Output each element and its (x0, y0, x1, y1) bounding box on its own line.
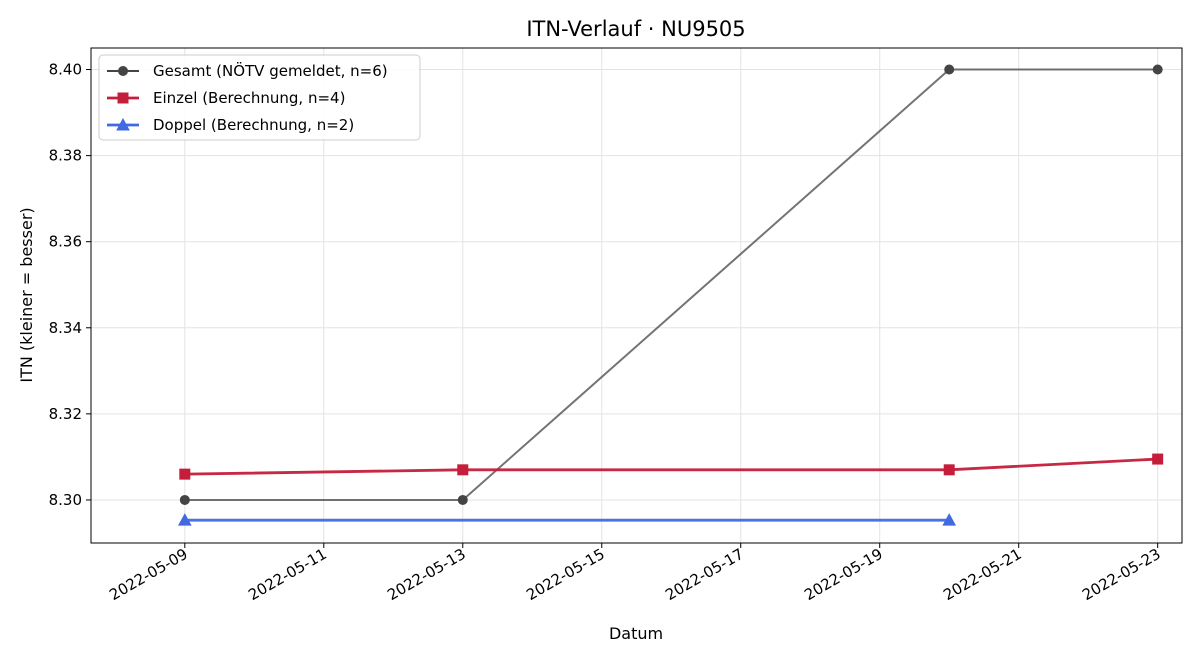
y-tick-label: 8.32 (49, 405, 82, 423)
legend-item: Gesamt (NÖTV gemeldet, n=6) (107, 61, 388, 80)
legend-item: Doppel (Berechnung, n=2) (107, 116, 354, 134)
x-tick-label: 2022-05-21 (940, 545, 1025, 604)
data-point (457, 464, 469, 476)
legend-label: Doppel (Berechnung, n=2) (153, 116, 354, 134)
y-tick-label: 8.30 (49, 491, 82, 509)
data-point (179, 494, 190, 505)
data-point (943, 464, 955, 476)
x-tick-label: 2022-05-11 (245, 545, 330, 604)
data-point (944, 64, 955, 75)
legend: Gesamt (NÖTV gemeldet, n=6) Einzel (Berec… (98, 54, 421, 141)
y-axis-label: ITN (kleiner = besser) (17, 207, 36, 382)
legend-label: Gesamt (NÖTV gemeldet, n=6) (153, 61, 388, 80)
legend-swatch-marker (116, 117, 130, 131)
legend-label: Einzel (Berechnung, n=4) (153, 89, 345, 107)
x-tick-label: 2022-05-09 (106, 545, 191, 604)
data-point (1152, 64, 1163, 75)
legend-swatch-marker (117, 92, 129, 104)
series-square (179, 453, 1164, 480)
y-tick-label: 8.38 (49, 147, 82, 165)
legend-swatch-marker (118, 66, 128, 76)
data-point (179, 468, 191, 480)
x-tick-label: 2022-05-19 (801, 545, 886, 604)
legend-box (98, 54, 421, 141)
series-line (184, 457, 1158, 476)
series-triangle (177, 513, 957, 526)
data-point (1152, 453, 1164, 465)
chart-title: ITN-Verlauf · NU9505 (526, 17, 745, 41)
x-tick-label: 2022-05-23 (1079, 545, 1164, 604)
series-line (184, 68, 1158, 501)
data-point (942, 513, 957, 526)
plot-area (177, 64, 1164, 526)
x-tick-label: 2022-05-13 (384, 545, 469, 604)
y-tick-label: 8.36 (49, 233, 82, 251)
data-point (457, 494, 468, 505)
plot-frame (90, 47, 1183, 544)
legend-item: Einzel (Berechnung, n=4) (107, 89, 345, 107)
y-tick-label: 8.40 (49, 61, 82, 79)
x-tick-label: 2022-05-15 (523, 545, 608, 604)
x-tick-label: 2022-05-17 (662, 545, 747, 604)
data-point (177, 513, 192, 526)
y-tick-label: 8.34 (49, 319, 82, 337)
x-axis-label: Datum (609, 624, 663, 643)
series-circle (179, 64, 1163, 505)
